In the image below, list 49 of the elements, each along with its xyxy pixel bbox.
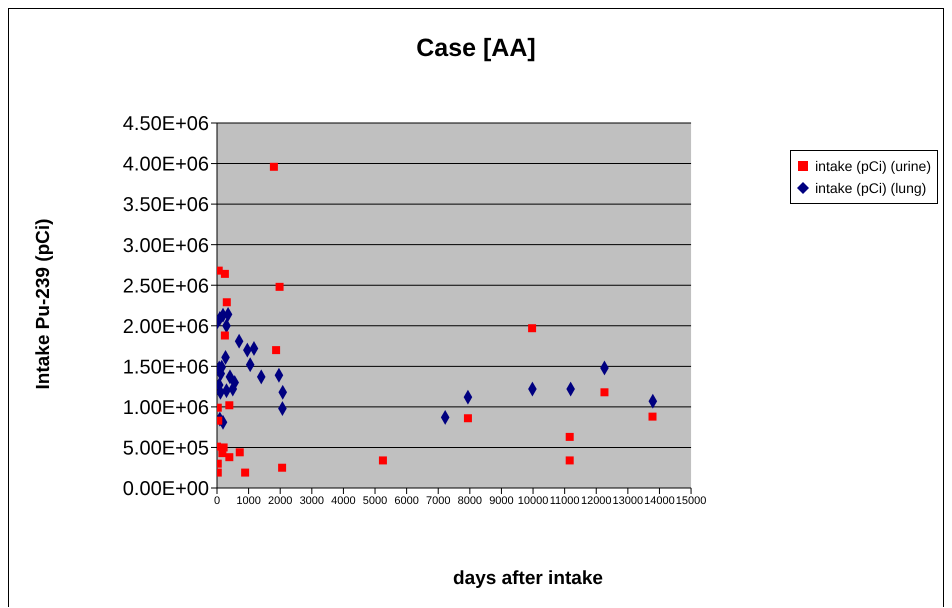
- point: [278, 464, 286, 472]
- x-tick-label: 7000: [426, 494, 450, 507]
- x-tick-label: 14000: [644, 494, 675, 507]
- y-tick-label: 3.50E+06: [122, 194, 209, 216]
- x-tick-label: 0: [214, 494, 220, 507]
- x-tick-label: 9000: [489, 494, 514, 507]
- legend-label: intake (pCi) (lung): [815, 179, 926, 198]
- point: [270, 162, 278, 171]
- y-tick-label: 1.50E+06: [122, 356, 209, 378]
- x-tick-label: 13000: [612, 494, 644, 507]
- point: [600, 388, 608, 396]
- x-tick-label: 5000: [362, 494, 388, 507]
- point: [378, 456, 387, 464]
- point: [225, 401, 234, 410]
- y-tick-label: 2.50E+06: [122, 275, 209, 298]
- point: [464, 414, 472, 422]
- point: [566, 456, 574, 464]
- y-axis-title: Intake Pu-239 (pCi): [33, 217, 55, 392]
- y-tick-label: 1.00E+06: [122, 396, 209, 419]
- point: [276, 282, 284, 291]
- point: [566, 432, 574, 441]
- y-tick-label: 4.50E+06: [122, 113, 209, 136]
- x-tick-label: 12000: [580, 494, 612, 507]
- x-tick-label: 15000: [676, 494, 706, 507]
- x-tick-label: 11000: [550, 494, 580, 507]
- x-tick-label: 10000: [518, 494, 548, 507]
- point: [648, 412, 657, 421]
- point: [272, 346, 280, 354]
- y-tick-label: 3.00E+06: [122, 234, 209, 257]
- chart-title: Case [AA]: [415, 34, 537, 63]
- point: [225, 453, 234, 462]
- x-axis-title: days after intake: [452, 568, 604, 590]
- x-tick-label: 2000: [268, 494, 292, 507]
- legend-label: intake (pCi) (urine): [815, 157, 931, 176]
- point: [241, 468, 250, 477]
- y-tick-label: 4.00E+06: [122, 154, 209, 176]
- x-tick-label: 3000: [300, 494, 324, 507]
- x-tick-label: 8000: [458, 494, 482, 507]
- point: [236, 448, 244, 456]
- point: [222, 298, 231, 306]
- x-tick-label: 1000: [236, 494, 261, 507]
- y-tick-label: 5.00E+05: [122, 438, 209, 460]
- point: [220, 332, 229, 340]
- x-tick-label: 4000: [331, 494, 356, 507]
- y-tick-label: 0.00E+00: [122, 478, 209, 500]
- point: [220, 270, 229, 278]
- point: [528, 324, 536, 332]
- x-tick-label: 6000: [394, 494, 419, 507]
- y-tick-label: 2.00E+06: [122, 316, 209, 338]
